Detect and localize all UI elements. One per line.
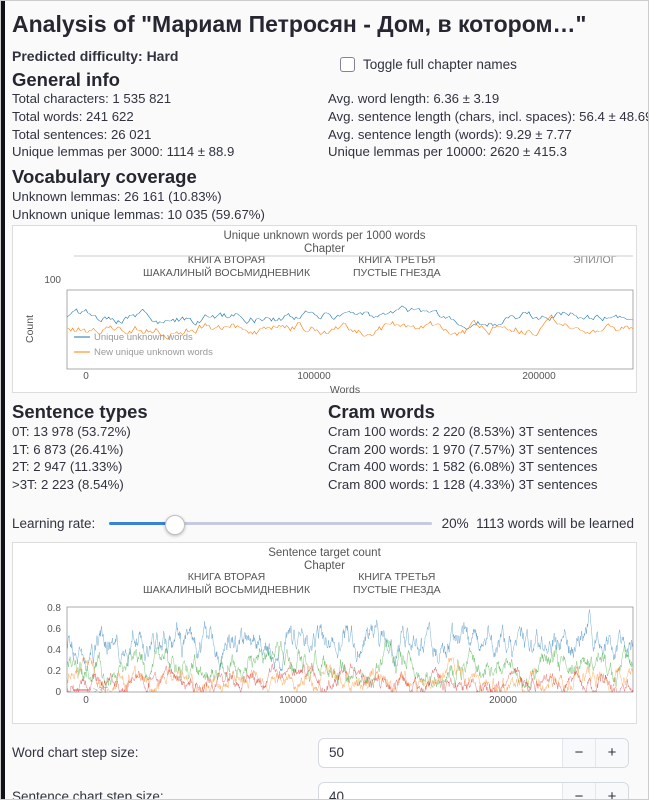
svg-text:>3T: >3T: [93, 685, 108, 695]
svg-text:0: 0: [83, 371, 89, 382]
svg-text:Words: Words: [330, 384, 360, 396]
svg-text:20000: 20000: [489, 695, 517, 706]
svg-text:100: 100: [44, 275, 61, 286]
svg-text:200000: 200000: [522, 371, 556, 382]
svg-text:0: 0: [55, 687, 61, 698]
svg-text:0: 0: [83, 695, 89, 706]
svg-text:10000: 10000: [279, 695, 307, 706]
svg-text:0.8: 0.8: [47, 603, 61, 614]
svg-text:0.6: 0.6: [47, 624, 61, 635]
svg-text:0.2: 0.2: [47, 666, 61, 677]
svg-text:Unique unknown words: Unique unknown words: [94, 332, 193, 343]
svg-text:Count: Count: [24, 315, 36, 343]
svg-text:100000: 100000: [297, 371, 331, 382]
svg-text:0.4: 0.4: [47, 645, 61, 656]
svg-text:New unique unknown words: New unique unknown words: [94, 347, 213, 358]
